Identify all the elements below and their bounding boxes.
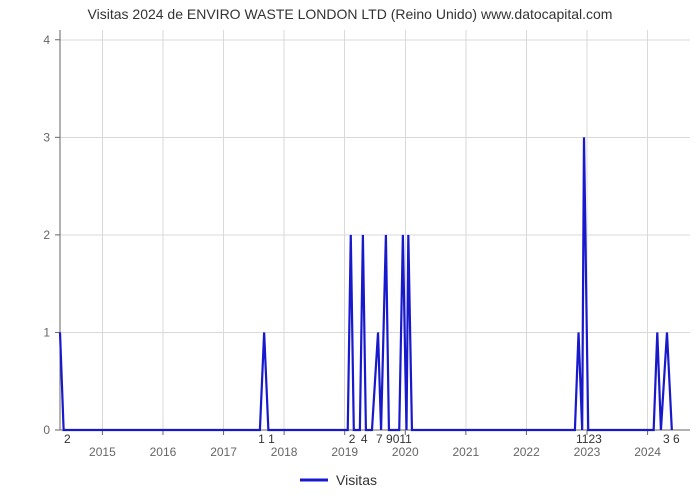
y-tick-label: 3 [43,130,50,144]
x-tick-label: 2018 [271,445,298,459]
x-tick-label: 2017 [210,445,237,459]
visits-chart: 0 1 2 3 4 2015 2016 2017 2018 2019 2020 2021 2022 202… [0,0,700,500]
x-tick-label: 2015 [89,445,116,459]
point-label: 3 6 [663,432,680,446]
x-tick-label: 2016 [150,445,177,459]
x-tick-label: 2023 [574,445,601,459]
x-tick-label: 2019 [331,445,358,459]
y-tick-label: 0 [43,423,50,437]
point-label: 7 9011 [376,432,412,446]
point-label: 2 [64,432,71,446]
legend-label: Visitas [336,472,377,488]
y-tick-label: 4 [43,33,50,47]
point-label: 1123 [576,432,602,446]
y-tick-label: 1 [43,325,50,339]
point-label: 4 [361,432,368,446]
x-tick-label: 2022 [513,445,540,459]
point-label: 1 1 [258,432,275,446]
point-label: 2 [349,432,356,446]
x-tick-label: 2024 [634,445,661,459]
chart-title: Visitas 2024 de ENVIRO WASTE LONDON LTD … [0,6,700,22]
x-tick-label: 2021 [453,445,480,459]
y-tick-label: 2 [43,228,50,242]
x-tick-label: 2020 [392,445,419,459]
